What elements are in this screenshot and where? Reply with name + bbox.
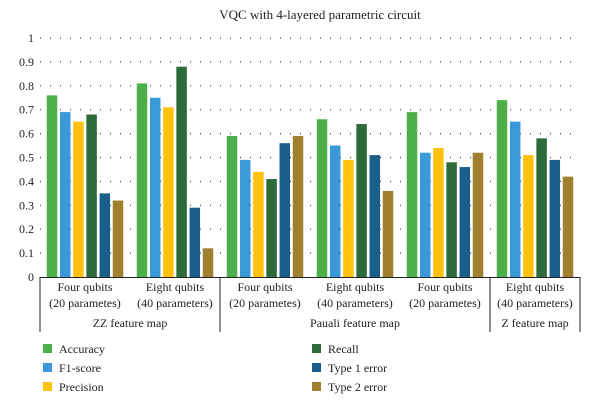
y-tick-label: 0 (28, 270, 34, 284)
bar (343, 159, 354, 277)
legend-swatch (312, 382, 321, 391)
x-tick-label: Four qubits (57, 280, 112, 294)
y-tick-label: 1 (28, 31, 34, 45)
bar (46, 95, 58, 277)
legend-label: Accuracy (59, 342, 105, 356)
bar (472, 152, 484, 277)
bar (253, 171, 264, 277)
bars (46, 66, 574, 278)
x-tick-label: Eight qubits (146, 280, 205, 294)
bar (523, 155, 534, 277)
chart-title: VQC with 4-layered parametric circuit (219, 7, 421, 22)
x-tick-label: (20 parametes) (49, 296, 121, 310)
bar (509, 121, 521, 278)
y-tick-label: 0.7 (19, 103, 34, 117)
legend-label: F1-score (59, 361, 101, 375)
bar (112, 200, 124, 277)
y-tick-label: 0.9 (19, 55, 34, 69)
bar (202, 248, 214, 277)
x-tick-label: (20 parametes) (229, 296, 301, 310)
bar (459, 167, 471, 277)
bar (536, 138, 547, 277)
bar (266, 179, 277, 277)
y-tick-label: 0.3 (19, 198, 34, 212)
x-tick-label: Eight qubits (326, 280, 385, 294)
x-axis-category-labels: Four qubits (20 parametes) Eight qubits (40… (49, 280, 573, 310)
x-tick-label: Four qubits (417, 280, 472, 294)
bar (549, 159, 561, 277)
bar (433, 147, 444, 277)
bar (382, 190, 394, 277)
bar (406, 112, 418, 277)
bar (189, 207, 201, 277)
y-tick-label: 0.1 (19, 246, 34, 260)
bar (316, 119, 328, 277)
bar (419, 152, 431, 277)
group-label: Z feature map (501, 316, 568, 330)
bar (292, 135, 304, 277)
legend-swatch (43, 344, 52, 353)
x-tick-label: (40 parameters) (137, 296, 213, 310)
bar (163, 107, 174, 277)
bar (329, 145, 341, 277)
bar (496, 100, 508, 277)
bar (356, 124, 367, 277)
bar (73, 121, 84, 278)
y-tick-label: 0.6 (19, 127, 34, 141)
legend-swatch (43, 363, 52, 372)
x-axis-group-labels: ZZ feature map Pauali feature map Z featur… (39, 277, 581, 332)
legend-label: Type 2 error (328, 380, 387, 394)
bar (446, 162, 457, 277)
bar (149, 97, 161, 277)
bar (226, 135, 238, 277)
y-tick-label: 0.5 (19, 151, 34, 165)
bar (136, 83, 148, 277)
x-tick-label: (40 parameters) (317, 296, 393, 310)
bar (59, 112, 71, 277)
y-tick-label: 0.4 (19, 174, 34, 188)
x-tick-label: (40 parameters) (497, 296, 573, 310)
x-tick-label: Eight qubits (506, 280, 565, 294)
legend-label: Type 1 error (328, 361, 387, 375)
y-tick-label: 0.8 (19, 79, 34, 93)
y-axis-ticks: 0 0.1 0.2 0.3 0.4 0.5 0.6 0.7 0.8 0.9 1 (19, 31, 34, 284)
legend-swatch (43, 382, 52, 391)
bar (279, 143, 291, 277)
bar (99, 193, 111, 277)
legend-swatch (312, 344, 321, 353)
legend-swatch (312, 363, 321, 372)
bar (176, 66, 187, 278)
legend-label: Recall (328, 342, 359, 356)
bar (86, 114, 97, 277)
bar (369, 155, 381, 277)
x-tick-label: Four qubits (237, 280, 292, 294)
bar (239, 159, 251, 277)
bar (562, 176, 574, 277)
legend-label: Precision (59, 380, 104, 394)
group-label: ZZ feature map (93, 316, 168, 330)
x-tick-label: (20 parametes) (409, 296, 481, 310)
y-tick-label: 0.2 (19, 222, 34, 236)
group-label: Pauali feature map (310, 316, 400, 330)
legend: Accuracy F1-score Precision Recall Type 1 er… (43, 342, 387, 394)
grid (40, 37, 580, 254)
